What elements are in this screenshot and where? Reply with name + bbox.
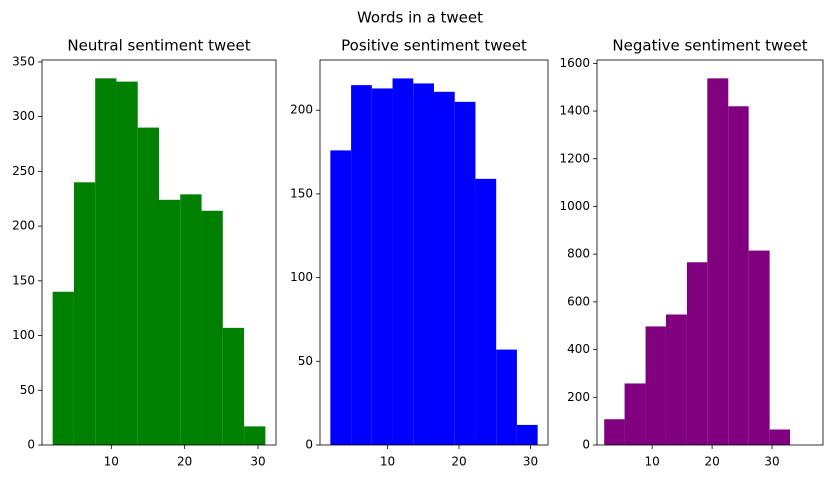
bar: [516, 424, 538, 445]
y-tick-label: 350: [12, 54, 35, 68]
y-tick-label: 400: [567, 342, 590, 356]
y-tick-label: 150: [12, 273, 35, 287]
y-tick-label: 100: [12, 328, 35, 342]
x-tick-label: 20: [177, 455, 192, 469]
bar: [645, 326, 666, 445]
y-tick-label: 0: [305, 438, 313, 452]
bar: [769, 429, 791, 445]
x-tick-label: 10: [380, 455, 395, 469]
y-tick-label: 600: [567, 294, 590, 308]
bar: [413, 83, 434, 445]
y-tick-label: 1600: [559, 56, 590, 70]
bar: [496, 349, 517, 445]
axes-frame: [41, 59, 277, 446]
y-tick-label: 1000: [559, 199, 590, 213]
subplot: Neutral sentiment tweet 0 50 100 150 200 250 30…: [12, 37, 277, 469]
bar: [686, 262, 708, 445]
x-tick-label: 30: [764, 455, 779, 469]
y-tick-label: 50: [298, 354, 313, 368]
y-tick-label: 1200: [559, 151, 590, 165]
bar: [116, 81, 138, 445]
bar: [95, 78, 117, 445]
bar: [475, 178, 497, 445]
bar: [454, 101, 476, 445]
y-tick-label: 0: [582, 438, 590, 452]
axes-frame: [319, 59, 549, 446]
subplot: Negative sentiment tweet 0 200 400 600 800 100…: [559, 37, 824, 469]
x-tick-label: 20: [451, 455, 466, 469]
y-tick-label: 150: [290, 186, 313, 200]
bar: [748, 250, 770, 445]
x-tick-label: 20: [704, 455, 719, 469]
bar: [180, 194, 202, 445]
bar: [624, 383, 646, 445]
bar: [73, 182, 96, 446]
bar: [707, 78, 729, 446]
y-tick-label: 800: [567, 247, 590, 261]
y-tick-label: 300: [12, 109, 35, 123]
figure-title: Words in a tweet: [357, 9, 483, 27]
bar: [52, 291, 74, 445]
x-tick-label: 30: [250, 455, 265, 469]
subplot: Positive sentiment tweet 0 50 100 150 200 10 20…: [290, 37, 549, 469]
y-tick-label: 250: [12, 164, 35, 178]
axes-frame: [596, 59, 824, 446]
y-tick-label: 50: [20, 383, 35, 397]
y-tick-label: 100: [290, 270, 313, 284]
x-tick-label: 30: [523, 455, 538, 469]
x-tick-label: 10: [645, 455, 660, 469]
bar: [159, 199, 181, 445]
subplot-title: Neutral sentiment tweet: [67, 37, 250, 55]
bar: [434, 91, 455, 445]
bar: [137, 127, 159, 445]
bar: [728, 106, 749, 445]
bar: [371, 88, 393, 446]
subplot-title: Negative sentiment tweet: [612, 37, 807, 55]
bar: [392, 78, 414, 446]
bar: [201, 210, 223, 445]
bar: [244, 426, 266, 445]
bar: [222, 327, 245, 445]
y-tick-label: 200: [567, 390, 590, 404]
y-tick-label: 200: [12, 219, 35, 233]
subplot-title: Positive sentiment tweet: [341, 37, 527, 55]
y-tick-label: 200: [290, 103, 313, 117]
y-tick-label: 0: [27, 438, 35, 452]
bar: [604, 419, 625, 445]
bar: [330, 150, 352, 446]
bar: [351, 85, 372, 445]
y-tick-label: 1400: [559, 104, 590, 118]
bar: [665, 314, 687, 445]
x-tick-label: 10: [104, 455, 119, 469]
